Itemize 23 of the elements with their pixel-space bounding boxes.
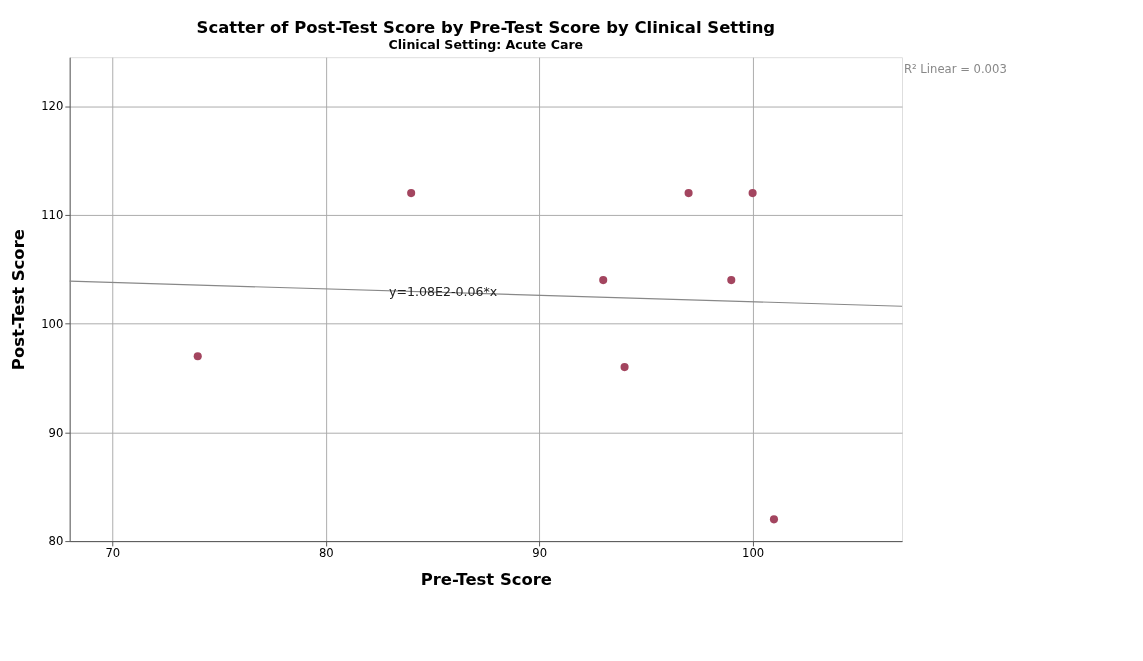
- y-tick-label: 80: [48, 534, 64, 549]
- annotation: y=1.08E2-0.06*x: [389, 283, 498, 299]
- y-tick-label: 110: [41, 208, 64, 223]
- x-tick-label: 100: [742, 546, 765, 561]
- x-tick-label: 70: [105, 546, 121, 561]
- x-tick-label: 90: [532, 546, 548, 561]
- x-axis-title: Pre-Test Score: [420, 570, 553, 590]
- point: [407, 189, 416, 198]
- chart-title: Scatter of Post-Test Score by Pre-Test Score by Clinical Setting: [196, 17, 776, 37]
- chart-subtitle: Clinical Setting: Acute Care: [388, 37, 584, 53]
- y-axis-title: Post-Test Score: [8, 229, 28, 371]
- point: [727, 276, 736, 285]
- point: [193, 352, 202, 361]
- point: [748, 189, 757, 198]
- point: [684, 189, 693, 198]
- text: R² Linear = 0.003: [903, 61, 1007, 76]
- point: [599, 276, 608, 285]
- y-tick-label: 100: [41, 316, 64, 331]
- point: [620, 363, 629, 372]
- x-tick-label: 80: [318, 546, 334, 561]
- y-tick-label: 90: [48, 425, 64, 440]
- y-tick-label: 120: [41, 99, 64, 114]
- point: [769, 515, 779, 524]
